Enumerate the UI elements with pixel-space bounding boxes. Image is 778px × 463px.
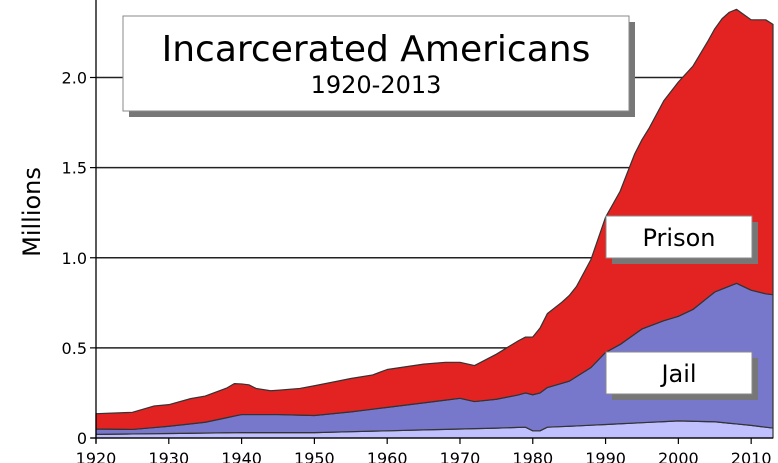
x-tick-label: 1960	[367, 449, 408, 463]
y-tick-label: 1.5	[62, 159, 87, 178]
jail-label: Jail	[659, 360, 696, 388]
prison-label-box: Prison	[605, 215, 758, 264]
x-tick-label: 1980	[512, 449, 553, 463]
x-tick-label: 1990	[585, 449, 626, 463]
x-tick-label: 2010	[731, 449, 772, 463]
y-tick-label: 0.5	[62, 339, 87, 358]
x-tick-label: 1970	[440, 449, 481, 463]
prison-label: Prison	[643, 224, 716, 252]
x-tick-label: 1940	[221, 449, 262, 463]
jail-label-box: Jail	[605, 351, 758, 400]
title-box: Incarcerated Americans 1920-2013	[122, 15, 635, 117]
x-tick-label: 2000	[658, 449, 699, 463]
y-tick-label: 1.0	[62, 249, 87, 268]
prison-area	[95, 8, 774, 431]
chart-subtitle: 1920-2013	[311, 71, 442, 99]
x-tick-label: 1930	[148, 449, 189, 463]
x-tick-labels: 1920 1930 1940 1950 1960 1970 1980 1990 2000 2010	[76, 449, 772, 463]
y-tick-labels: 0 0.5 1.0 1.5 2.0	[62, 69, 87, 449]
y-tick-label: 2.0	[62, 69, 87, 88]
axes	[90, 0, 773, 444]
y-tick-label: 0	[77, 429, 87, 448]
x-tick-label: 1950	[294, 449, 335, 463]
y-axis-label: Millions	[18, 167, 46, 257]
chart-title: Incarcerated Americans	[162, 29, 591, 70]
x-tick-label: 1920	[76, 449, 117, 463]
